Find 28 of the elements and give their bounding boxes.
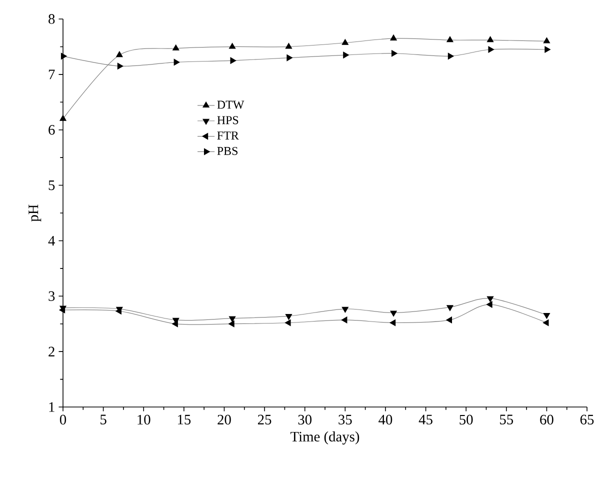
x-tick-label: 0 <box>60 414 66 425</box>
y-tick-label: 5 <box>48 180 55 190</box>
y-axis-title: pH <box>28 204 42 222</box>
x-tick-label: 50 <box>460 414 473 425</box>
x-tick-label: 25 <box>258 414 272 424</box>
x-tick-label: 40 <box>378 414 392 425</box>
y-tick-label: 3 <box>48 291 55 301</box>
y-tick-label: 6 <box>48 125 55 135</box>
legend-label: DTW <box>217 100 244 109</box>
x-tick-label: 45 <box>418 414 432 424</box>
x-tick-label: 55 <box>500 414 514 424</box>
legend-label: PBS <box>217 146 238 156</box>
x-tick-label: 10 <box>138 414 150 425</box>
x-tick-label: 20 <box>218 414 231 425</box>
y-tick-label: 7 <box>48 70 55 80</box>
x-axis-title: Time (days) <box>290 431 360 444</box>
x-tick-label: 65 <box>580 414 594 424</box>
y-tick-label: 4 <box>48 236 55 246</box>
x-tick-label: 30 <box>298 414 312 425</box>
legend-label: FTR <box>217 132 239 140</box>
y-tick-label: 1 <box>49 402 54 412</box>
x-tick-label: 5 <box>100 414 106 424</box>
legend-label: HPS <box>217 116 238 124</box>
y-tick-label: 8 <box>48 14 55 24</box>
x-tick-label: 35 <box>338 414 352 424</box>
y-tick-label: 2 <box>48 346 54 356</box>
x-tick-label: 15 <box>178 414 191 424</box>
x-tick-label: 60 <box>540 414 554 425</box>
